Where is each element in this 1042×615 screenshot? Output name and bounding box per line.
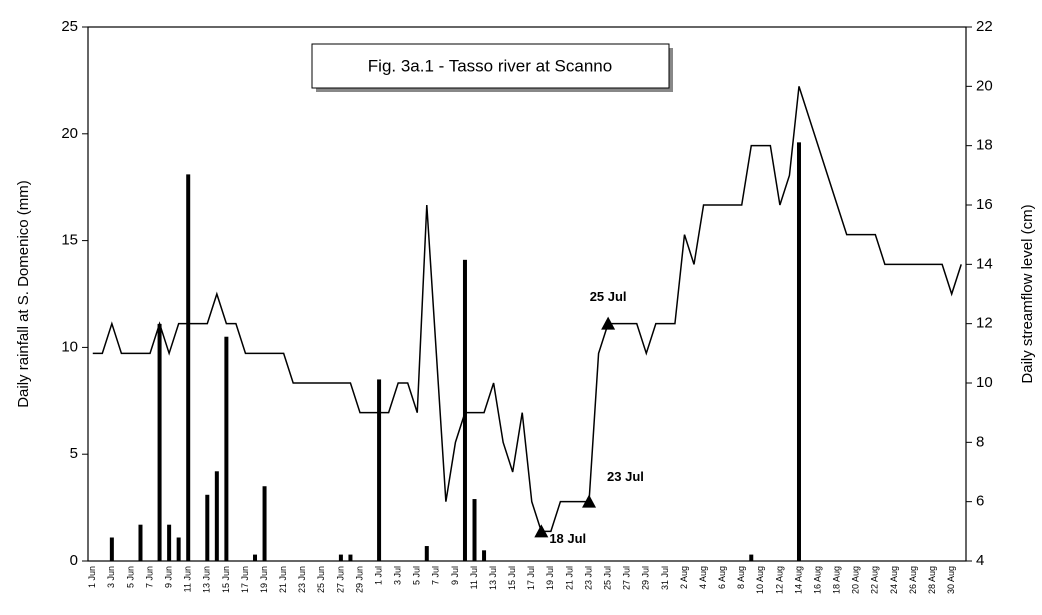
x-tick-label: 20 Aug	[851, 566, 861, 594]
x-tick-label: 19 Jun	[259, 566, 269, 593]
rain-bar	[262, 486, 267, 561]
y-tick-label: 15	[61, 232, 78, 249]
x-tick-label: 26 Aug	[908, 566, 918, 594]
x-tick-label: 7 Jul	[431, 566, 441, 585]
x-tick-label: 29 Jun	[354, 566, 364, 593]
x-tick-label: 13 Jul	[488, 566, 498, 590]
x-tick-label: 17 Jul	[526, 566, 536, 590]
y2-axis-label: Daily streamflow level (cm)	[1019, 204, 1036, 383]
y2-tick-label: 4	[976, 552, 984, 569]
rain-bar	[109, 537, 114, 561]
x-tick-label: 22 Aug	[870, 566, 880, 594]
annotation: 25 Jul	[590, 289, 627, 304]
point-marker	[582, 494, 597, 508]
x-tick-label: 3 Jun	[106, 566, 116, 588]
y-tick-label: 5	[70, 445, 78, 462]
x-tick-label: 23 Jun	[297, 566, 307, 593]
x-tick-label: 13 Jun	[202, 566, 212, 593]
chart-title: Fig. 3a.1 - Tasso river at Scanno	[368, 56, 612, 75]
x-tick-label: 4 Aug	[698, 566, 708, 589]
y2-tick-label: 18	[976, 137, 993, 154]
x-tick-label: 5 Jun	[125, 566, 135, 588]
rain-bar	[253, 554, 258, 561]
x-tick-label: 27 Jul	[622, 566, 632, 590]
rain-bar	[176, 537, 181, 561]
x-tick-label: 14 Aug	[793, 566, 803, 594]
x-tick-label: 2 Aug	[679, 566, 689, 589]
rain-bar	[167, 524, 172, 561]
x-tick-label: 3 Jul	[393, 566, 403, 585]
plot-frame	[87, 26, 967, 562]
x-tick-label: 7 Jun	[144, 566, 154, 588]
y2-tick-label: 10	[976, 374, 993, 391]
x-tick-label: 23 Jul	[583, 566, 593, 590]
x-tick-label: 12 Aug	[774, 566, 784, 594]
y2-tick-label: 22	[976, 18, 993, 35]
rain-bar	[424, 546, 429, 561]
x-tick-label: 27 Jun	[335, 566, 345, 593]
y-tick-label: 10	[61, 338, 78, 355]
y2-tick-label: 6	[976, 493, 984, 510]
streamflow-line	[92, 86, 962, 533]
rain-bar	[157, 323, 162, 561]
y-axis-label: Daily rainfall at S. Domenico (mm)	[15, 180, 32, 408]
x-tick-label: 1 Jun	[87, 566, 97, 588]
x-tick-label: 11 Jul	[469, 566, 479, 589]
annotation: 23 Jul	[607, 469, 644, 484]
rain-bar	[338, 554, 343, 561]
y-tick-label: 0	[70, 552, 78, 569]
x-tick-label: 5 Jul	[412, 566, 422, 585]
x-tick-label: 16 Aug	[812, 566, 822, 594]
x-tick-label: 9 Jun	[163, 566, 173, 588]
rain-bar	[472, 499, 477, 561]
y2-tick-label: 8	[976, 433, 984, 450]
x-tick-label: 21 Jul	[564, 566, 574, 590]
y2-tick-label: 14	[976, 255, 993, 272]
annotation: 18 Jul	[549, 531, 586, 546]
x-tick-label: 29 Jul	[641, 566, 651, 590]
rain-bar	[348, 554, 353, 561]
rain-bar	[749, 554, 754, 561]
point-marker	[601, 316, 616, 330]
x-tick-label: 10 Aug	[755, 566, 765, 594]
x-tick-label: 18 Aug	[832, 566, 842, 594]
rain-bar	[377, 379, 382, 561]
y-tick-label: 20	[61, 125, 78, 142]
x-tick-label: 9 Jul	[450, 566, 460, 585]
x-tick-label: 1 Jul	[373, 566, 383, 585]
x-tick-label: 19 Jul	[545, 566, 555, 590]
y-tick-label: 25	[61, 18, 78, 35]
x-tick-label: 31 Jul	[660, 566, 670, 590]
point-marker	[534, 524, 549, 538]
rain-bar	[224, 336, 229, 561]
y2-tick-label: 12	[976, 315, 993, 332]
x-tick-label: 25 Jun	[316, 566, 326, 593]
rain-bar	[138, 524, 143, 561]
x-tick-label: 8 Aug	[736, 566, 746, 589]
x-tick-label: 15 Jun	[221, 566, 231, 593]
x-tick-label: 11 Jun	[183, 566, 193, 592]
title-box	[311, 43, 670, 89]
x-tick-label: 25 Jul	[602, 566, 612, 590]
x-tick-label: 15 Jul	[507, 566, 517, 590]
x-tick-label: 6 Aug	[717, 566, 727, 589]
rain-bar	[214, 471, 219, 561]
x-tick-label: 21 Jun	[278, 566, 288, 593]
x-tick-label: 28 Aug	[927, 566, 937, 594]
x-tick-label: 24 Aug	[889, 566, 899, 594]
rain-bar	[186, 174, 191, 561]
rain-bar	[205, 494, 210, 561]
rain-bar	[482, 550, 487, 561]
rain-bar	[796, 142, 801, 561]
y2-tick-label: 16	[976, 196, 993, 213]
x-tick-label: 30 Aug	[946, 566, 956, 594]
rain-bar	[462, 259, 467, 561]
y2-tick-label: 20	[976, 77, 993, 94]
x-tick-label: 17 Jun	[240, 566, 250, 593]
